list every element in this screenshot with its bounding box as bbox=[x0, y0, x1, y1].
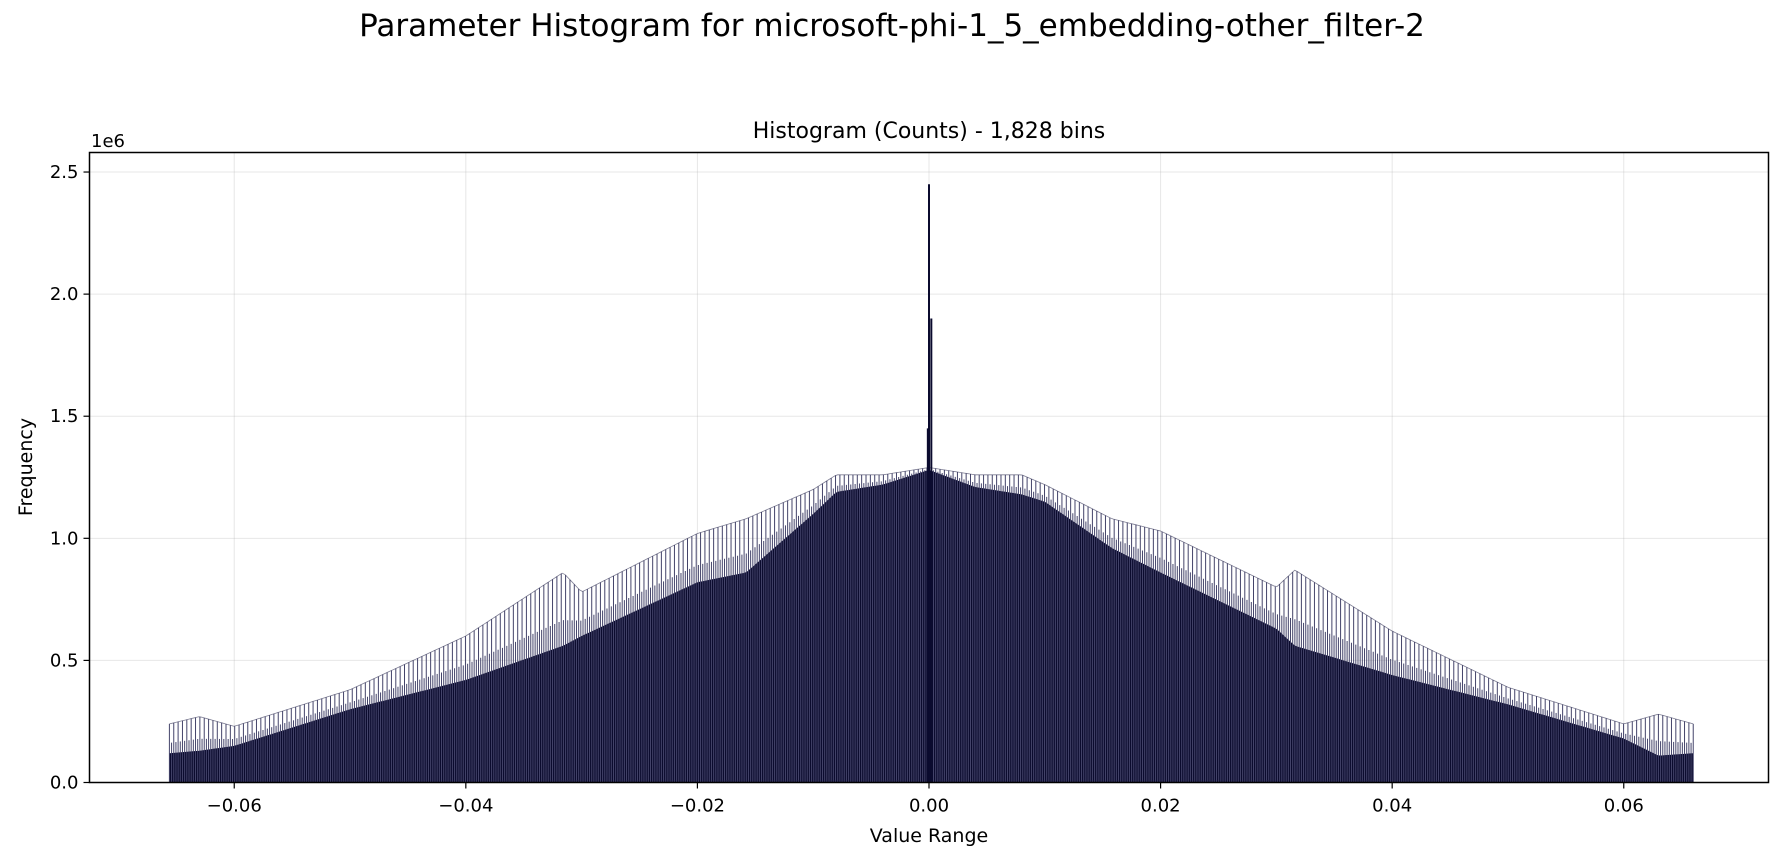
x-axis-ticks: −0.06 −0.04 −0.02 0.00 0.02 0.04 0.06 bbox=[207, 782, 1644, 817]
center-spikes bbox=[926, 184, 933, 783]
x-tick-label: 0.00 bbox=[909, 796, 949, 817]
x-tick-label: −0.06 bbox=[207, 796, 262, 817]
y-tick-label: 0.5 bbox=[50, 650, 79, 671]
y-axis-ticks: 0.0 0.5 1.0 1.5 2.0 2.5 bbox=[50, 162, 90, 794]
x-tick-label: 0.04 bbox=[1372, 796, 1412, 817]
figure-suptitle: Parameter Histogram for microsoft-phi-1_… bbox=[359, 8, 1425, 44]
chart-title: Histogram (Counts) - 1,828 bins bbox=[753, 119, 1105, 144]
x-axis-label: Value Range bbox=[870, 825, 988, 847]
y-tick-label: 0.0 bbox=[50, 773, 79, 794]
y-offset-label: 1e6 bbox=[91, 131, 125, 152]
y-tick-label: 1.5 bbox=[50, 406, 79, 427]
y-tick-label: 2.5 bbox=[50, 162, 79, 183]
y-axis-label: Frequency bbox=[15, 418, 37, 516]
x-tick-label: 0.06 bbox=[1604, 796, 1644, 817]
x-tick-label: −0.04 bbox=[438, 796, 493, 817]
x-tick-label: 0.02 bbox=[1141, 796, 1181, 817]
y-tick-label: 2.0 bbox=[50, 284, 79, 305]
x-tick-label: −0.02 bbox=[670, 796, 725, 817]
y-tick-label: 1.0 bbox=[50, 528, 79, 549]
